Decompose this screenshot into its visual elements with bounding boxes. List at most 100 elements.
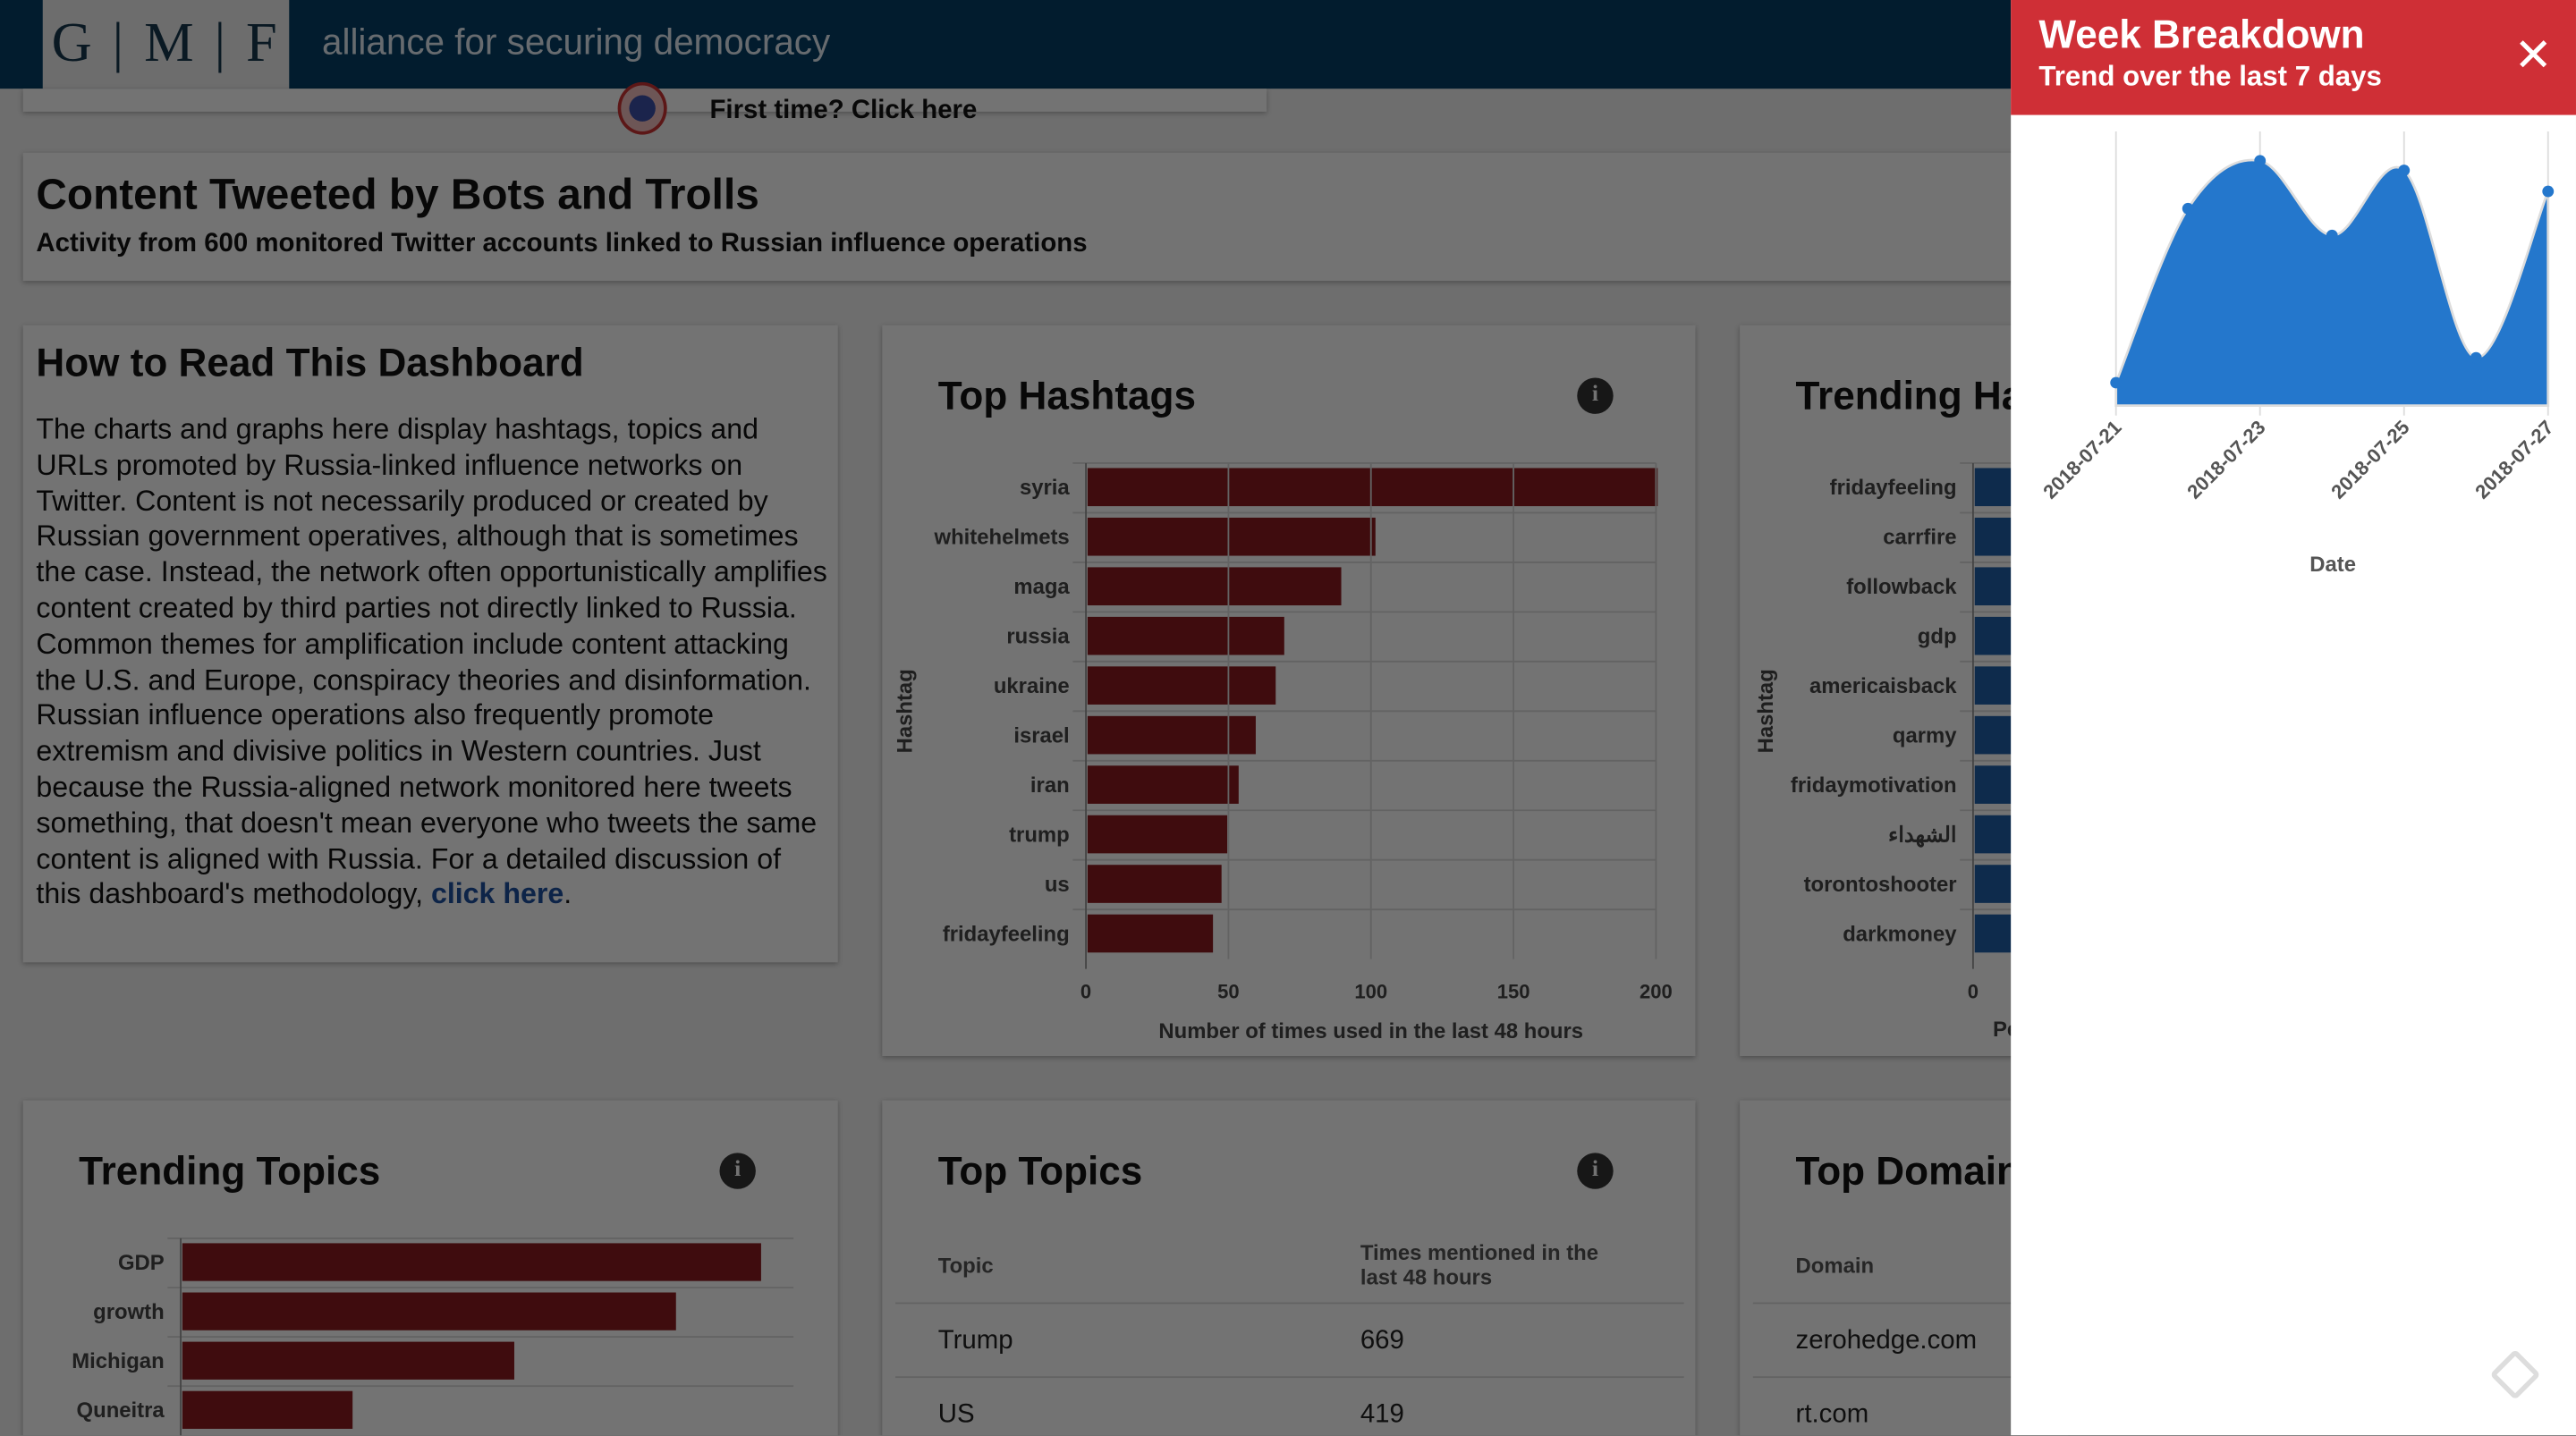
trending-topics-card: Trending Topics i GDP growth Michigan Qunei… [22, 1100, 838, 1436]
top-domains-title: Top Domain [1795, 1149, 2021, 1195]
category-label: Michigan [72, 1349, 164, 1373]
close-icon[interactable]: ✕ [2513, 30, 2553, 80]
count-cell: 419 [1360, 1400, 1404, 1429]
category-label: ukraine [994, 674, 1070, 698]
info-icon[interactable]: i [1577, 377, 1614, 414]
x-axis-label: Date [2309, 553, 2356, 577]
bar [1087, 815, 1228, 854]
divider [1752, 1376, 2065, 1379]
category-label: carrfire [1883, 526, 1956, 550]
tick-label: 100 [1354, 981, 1387, 1003]
data-point [2326, 229, 2338, 241]
week-area-chart: 2018-07-21 2018-07-23 2018-07-25 2018-07-27… [2038, 131, 2558, 577]
how-to-end: . [564, 877, 572, 911]
topic-cell: US [937, 1400, 975, 1429]
category-label: syria [1020, 476, 1070, 500]
data-point [2470, 351, 2482, 364]
category-label: us [1045, 873, 1070, 897]
x-axis-label: Number of times used in the last 48 hour… [1158, 1019, 1583, 1043]
category-label: GDP [118, 1251, 165, 1275]
bar [182, 1390, 353, 1429]
tick-label: 0 [1080, 981, 1091, 1003]
data-point [2542, 185, 2555, 198]
col-domain[interactable]: Domain [1795, 1253, 1875, 1278]
category-label: darkmoney [1843, 922, 1957, 946]
y-axis-label: Hashtag [1754, 669, 1778, 753]
info-icon[interactable]: i [719, 1153, 756, 1189]
how-to-title: How to Read This Dashboard [36, 342, 584, 386]
x-tick-label: 2018-07-21 [2038, 416, 2125, 503]
brand-name[interactable]: alliance for securing democracy [321, 21, 831, 63]
divider [1752, 1302, 2065, 1305]
bar [1087, 765, 1239, 804]
bar [1087, 616, 1284, 655]
category-label: followback [1846, 575, 1957, 599]
domain-cell[interactable]: rt.com [1795, 1400, 1869, 1429]
bar [1087, 666, 1276, 705]
data-point [2182, 202, 2194, 215]
tick-label: 150 [1497, 981, 1530, 1003]
eraser-icon[interactable] [2489, 1348, 2541, 1400]
bar [1087, 517, 1376, 556]
category-label: qarmy [1893, 723, 1957, 748]
domain-cell[interactable]: zerohedge.com [1795, 1327, 1978, 1356]
col-topic[interactable]: Topic [937, 1253, 994, 1278]
count-cell: 669 [1360, 1327, 1404, 1356]
category-label: trump [1009, 823, 1070, 847]
y-axis-label: Hashtag [893, 669, 917, 753]
top-topics-title: Top Topics [937, 1149, 1143, 1195]
area-series [2114, 158, 2550, 408]
top-topics-card: Top Topics i Topic Times mentioned in th… [882, 1100, 1696, 1436]
intro-card: Content Tweeted by Bots and Trolls Activ… [22, 152, 2028, 282]
category-label: gdp [1918, 624, 1957, 648]
methodology-link[interactable]: click here [430, 877, 564, 911]
top-hashtags-card: Top Hashtags i syria whitehelmets maga russ… [882, 325, 1696, 1057]
how-to-text: The charts and graphs here display hasht… [36, 412, 827, 913]
top-hashtags-chart: syria whitehelmets maga russia ukraine israel… [893, 462, 1673, 1043]
first-time-link[interactable]: First time? Click here [709, 97, 978, 125]
category-label: russia [1006, 624, 1070, 648]
divider [895, 1376, 1684, 1379]
x-tick-label: 2018-07-25 [2326, 416, 2413, 503]
tour-beacon[interactable] [617, 81, 667, 135]
category-label: fridayfeeling [943, 922, 1070, 946]
category-label: fridaymotivation [1791, 773, 1957, 798]
bar [1087, 715, 1256, 755]
data-point [2254, 155, 2267, 167]
how-to-card: How to Read This Dashboard The charts an… [22, 325, 838, 963]
category-label: maga [1013, 575, 1070, 599]
gmf-logo[interactable]: G | M | F [42, 0, 290, 89]
top-hashtags-title: Top Hashtags [937, 374, 1196, 419]
bar [182, 1341, 514, 1380]
bar [182, 1243, 761, 1281]
category-label: growth [93, 1300, 165, 1324]
category-label: Quneitra [77, 1398, 165, 1423]
tick-label: 200 [1640, 981, 1673, 1003]
week-breakdown-panel: Week Breakdown Trend over the last 7 day… [2011, 0, 2576, 1436]
panel-subtitle: Trend over the last 7 days [2038, 60, 2382, 92]
data-point [2398, 165, 2411, 176]
bar [1087, 865, 1222, 903]
data-point [2110, 376, 2123, 389]
info-icon[interactable]: i [1577, 1153, 1614, 1189]
bar [1087, 567, 1342, 606]
category-label: fridayfeeling [1830, 476, 1957, 500]
trending-topics-chart: GDP growth Michigan Quneitra [72, 1237, 794, 1436]
category-label: whitehelmets [934, 526, 1070, 550]
category-label: الشهداء [1888, 823, 1957, 848]
page-title: Content Tweeted by Bots and Trolls [36, 169, 759, 219]
category-label: torontoshooter [1804, 873, 1957, 897]
tick-label: 0 [1968, 981, 1979, 1003]
category-label: americaisback [1809, 674, 1957, 698]
trending-topics-title: Trending Topics [79, 1149, 381, 1195]
bar [1087, 468, 1658, 507]
col-count[interactable]: Times mentioned in the last 48 hours [1360, 1239, 1599, 1289]
page-subtitle: Activity from 600 monitored Twitter acco… [36, 230, 1088, 258]
panel-header: Week Breakdown Trend over the last 7 day… [2011, 0, 2576, 115]
category-label: iran [1030, 773, 1070, 798]
panel-title: Week Breakdown [2038, 13, 2365, 58]
category-label: israel [1013, 723, 1069, 748]
topic-cell: Trump [937, 1327, 1013, 1356]
x-tick-label: 2018-07-27 [2470, 416, 2557, 503]
how-to-body: The charts and graphs here display hasht… [36, 412, 827, 911]
